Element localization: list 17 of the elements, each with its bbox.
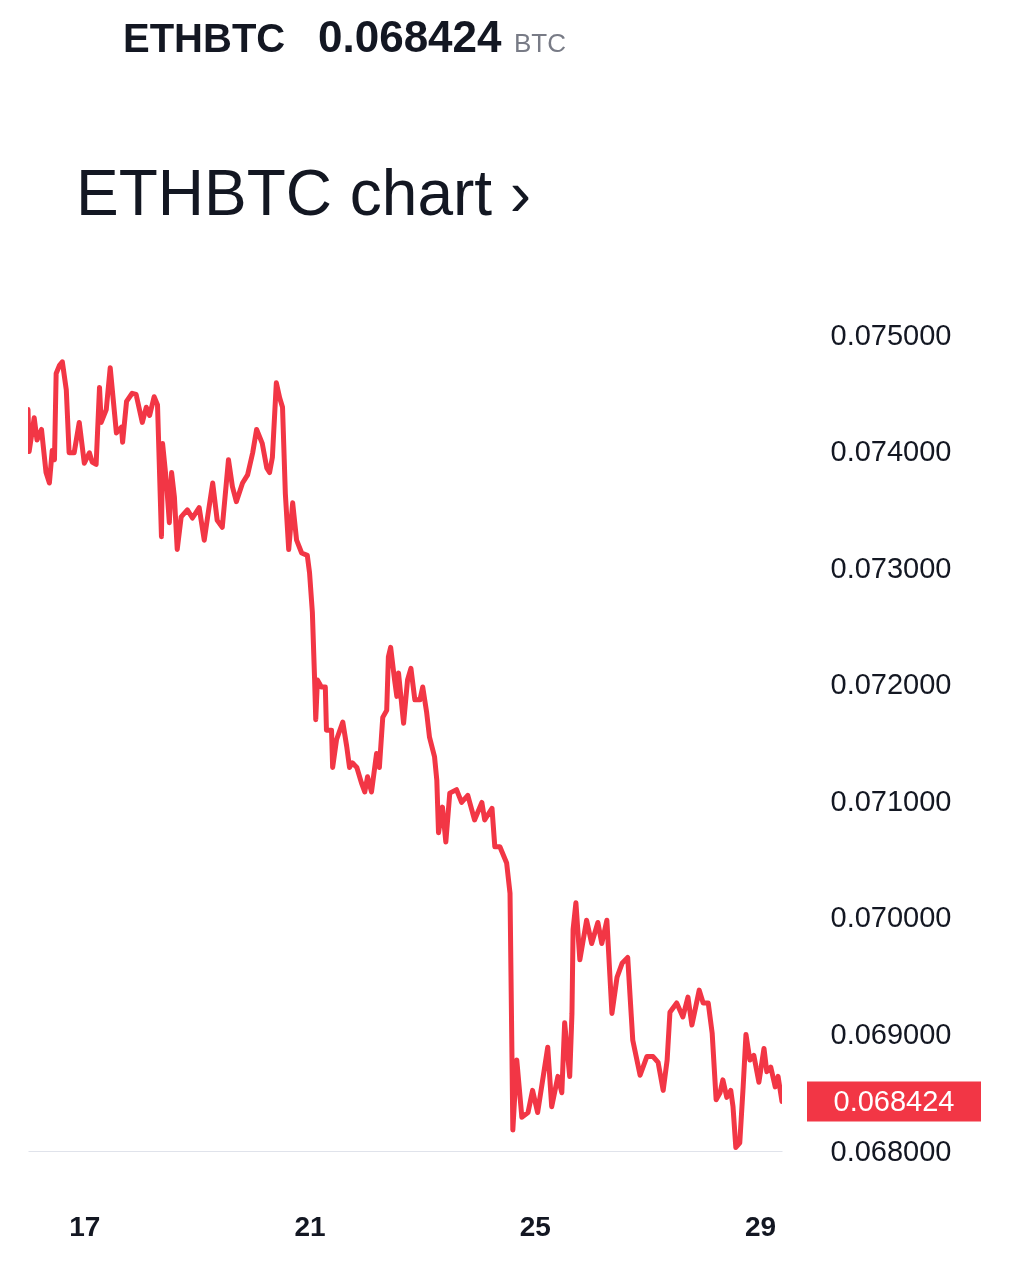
x-tick-label: 21 (294, 1210, 326, 1242)
y-tick-label: 0.069000 (830, 1017, 952, 1050)
y-tick-label: 0.072000 (830, 668, 952, 701)
x-tick-label: 25 (519, 1210, 551, 1242)
chart-title: ETHBTC chart › (76, 157, 532, 229)
text: 0.068424 (318, 12, 503, 61)
y-tick-label: 0.074000 (830, 435, 952, 468)
y-tick-label: 0.070000 (830, 901, 952, 934)
y-tick-label: 0.071000 (830, 784, 952, 817)
annotation: 0.068424 (833, 1084, 955, 1117)
y-tick-label: 0.075000 (830, 318, 952, 351)
x-tick-label: 29 (744, 1210, 777, 1242)
text: BTC (514, 28, 566, 58)
x-tick-label: 17 (69, 1210, 101, 1242)
text: ETHBTC (123, 16, 286, 60)
y-tick-label: 0.073000 (830, 551, 952, 584)
y-tick-label: 0.068000 (830, 1134, 952, 1167)
